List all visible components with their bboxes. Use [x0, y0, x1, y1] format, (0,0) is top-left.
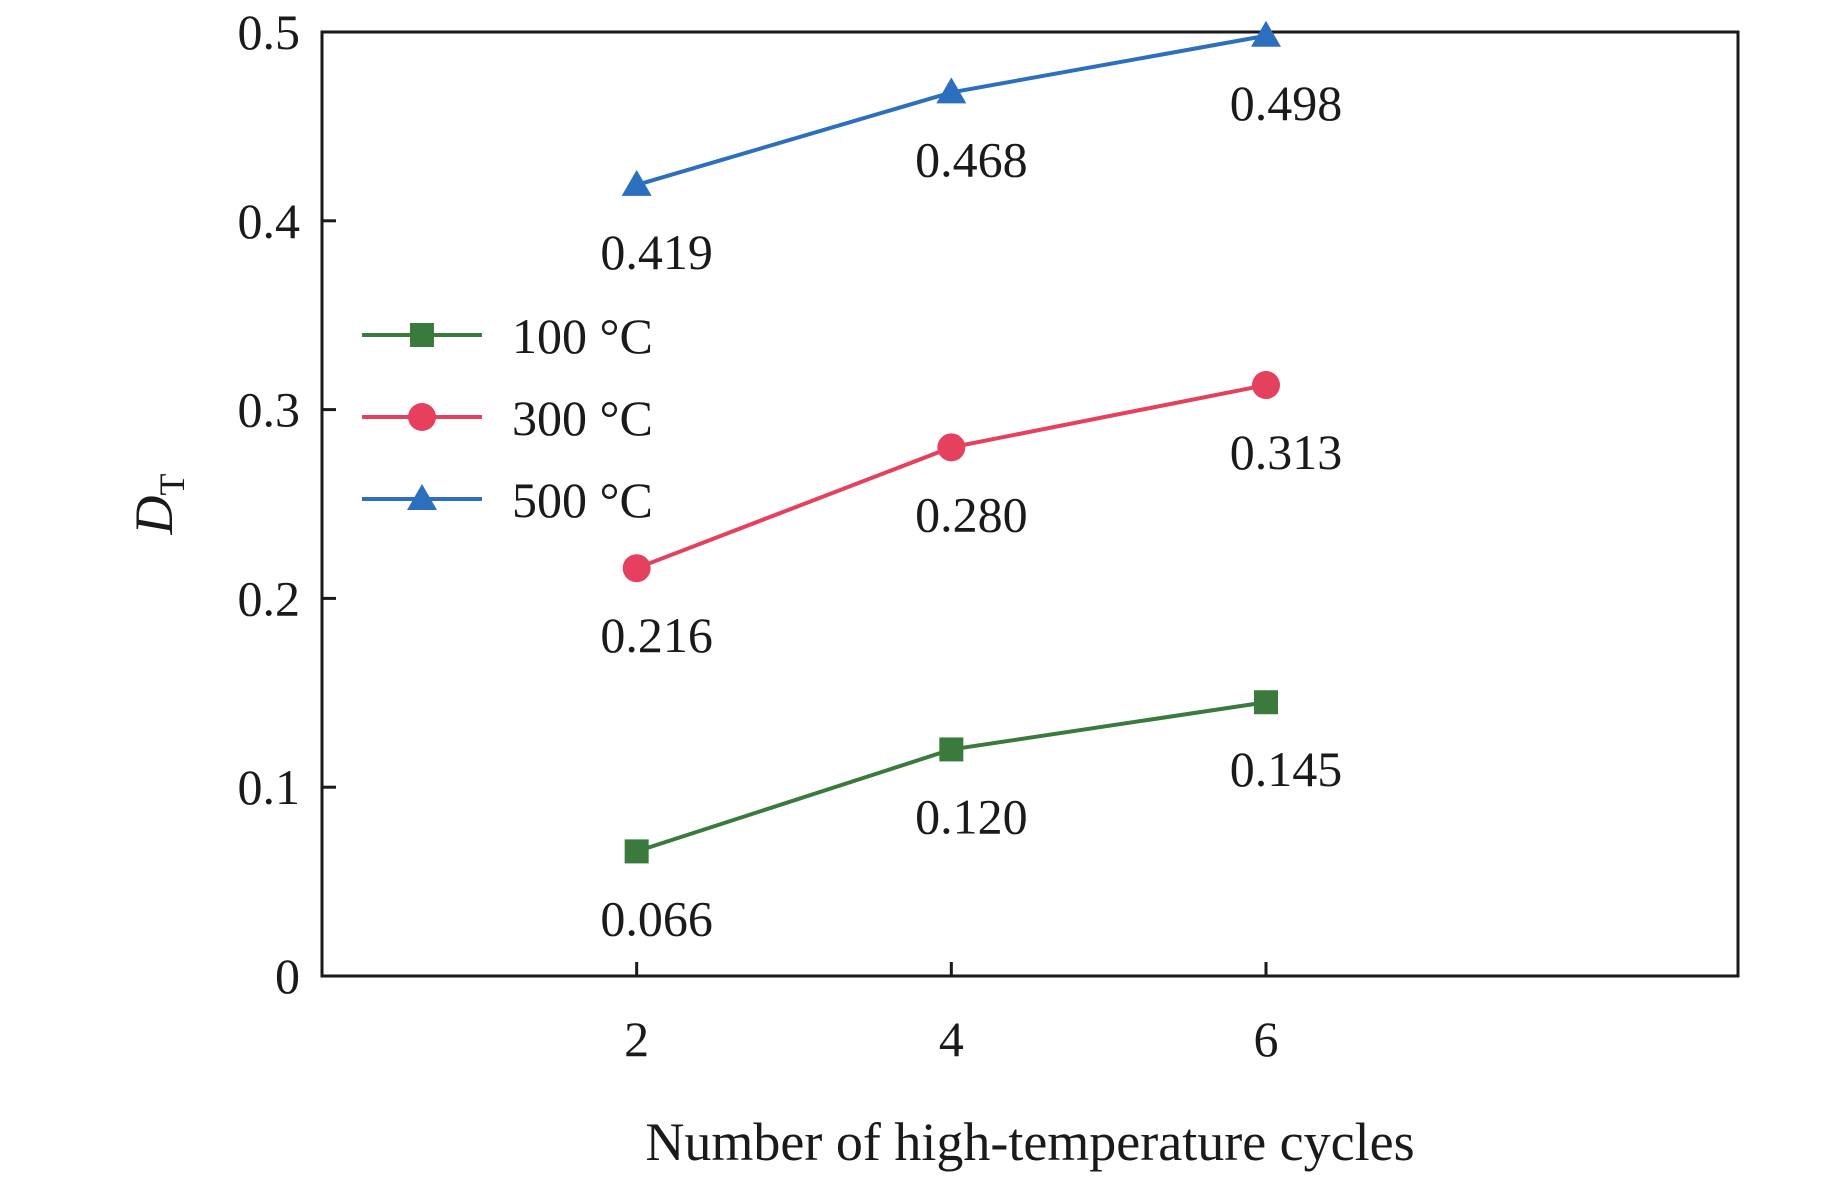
data-point-100-c — [624, 839, 649, 864]
data-point-100-c — [1254, 690, 1278, 715]
x-tick-label: 4 — [939, 1011, 964, 1067]
legend-label-300-c: 300 °C — [512, 390, 653, 446]
data-point-300-c — [622, 554, 651, 583]
y-tick-label: 0.2 — [238, 570, 301, 626]
legend-marker-300-c — [408, 403, 436, 431]
data-label-500-c: 0.498 — [1230, 75, 1343, 131]
x-axis: 2 4 6 — [624, 962, 1279, 1067]
data-point-100-c — [939, 737, 964, 762]
legend-marker-100-c — [410, 323, 434, 347]
data-point-500-c — [936, 77, 967, 104]
y-axis-title-main: D — [124, 496, 184, 536]
data-label-100-c: 0.120 — [915, 788, 1028, 844]
y-axis-title: DT — [124, 474, 192, 536]
y-tick-label: 0.4 — [238, 193, 301, 249]
data-label-100-c: 0.145 — [1230, 741, 1343, 797]
y-tick-label: 0.3 — [238, 382, 301, 438]
data-point-500-c — [621, 169, 652, 196]
legend-label-100-c: 100 °C — [512, 308, 653, 364]
x-axis-title: Number of high-temperature cycles — [645, 1112, 1414, 1172]
y-axis-title-subscript: T — [152, 474, 192, 496]
data-point-300-c — [1252, 371, 1280, 400]
series-layer — [621, 20, 1281, 864]
plot-frame — [320, 30, 1740, 978]
data-label-500-c: 0.419 — [600, 224, 713, 280]
data-point-500-c — [1251, 20, 1281, 47]
y-tick-label: 0 — [275, 948, 300, 1004]
y-axis: 0 0.1 0.2 0.3 0.4 0.5 — [238, 4, 336, 1004]
x-tick-label: 6 — [1254, 1011, 1279, 1067]
data-label-300-c: 0.313 — [1230, 424, 1343, 480]
legend: 100 °C 300 °C 500 °C — [362, 308, 653, 528]
data-label-300-c: 0.280 — [915, 486, 1028, 542]
data-label-300-c: 0.216 — [600, 607, 713, 663]
data-point-300-c — [937, 433, 966, 462]
x-tick-label: 2 — [624, 1011, 649, 1067]
data-label-100-c: 0.066 — [600, 890, 713, 946]
y-tick-label: 0.1 — [238, 759, 301, 815]
data-label-500-c: 0.468 — [915, 131, 1028, 187]
data-labels: 0.066 0.120 0.145 0.216 0.280 0.313 0.419 0.468… — [600, 75, 1342, 947]
y-tick-label: 0.5 — [238, 4, 301, 60]
legend-marker-500-c — [407, 484, 437, 510]
legend-label-500-c: 500 °C — [512, 472, 653, 528]
